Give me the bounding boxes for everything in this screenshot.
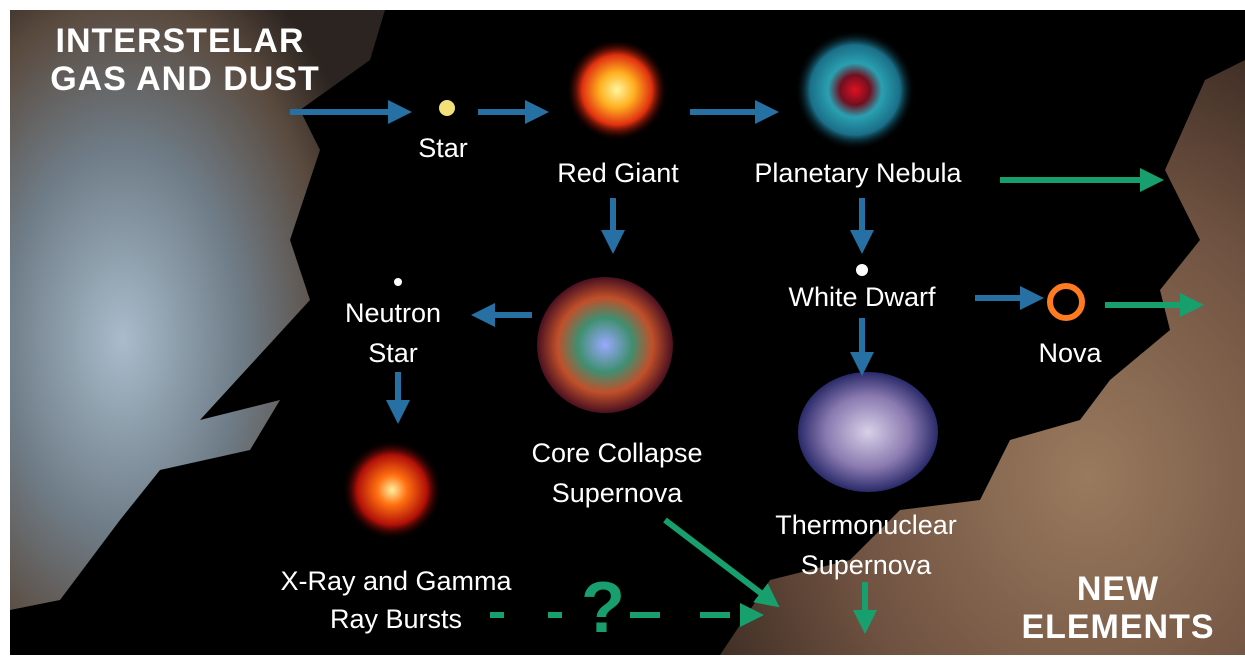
footer-line: NEW	[1077, 570, 1159, 608]
node-label: Nova	[1038, 338, 1102, 368]
node-label: Planetary Nebula	[754, 158, 962, 188]
thermonuclear-icon	[798, 372, 938, 492]
node-label: White Dwarf	[788, 282, 936, 312]
header-line: GAS AND DUST	[50, 60, 320, 98]
gamma-burst-icon	[342, 440, 442, 540]
diagram: INTERSTELAR GAS AND DUST Star Red Giant …	[0, 0, 1245, 658]
star-icon	[439, 100, 455, 116]
node-label: Supernova	[552, 478, 684, 508]
header-line: INTERSTELAR	[56, 22, 305, 60]
node-label: X-Ray and Gamma	[280, 566, 512, 596]
footer-line: ELEMENTS	[1021, 608, 1214, 646]
node-label: Thermonuclear	[775, 510, 957, 540]
node-label: Supernova	[801, 550, 933, 580]
red-giant-icon	[567, 40, 667, 140]
core-collapse-icon	[537, 277, 673, 413]
node-label: Ray Bursts	[330, 604, 462, 634]
node-label: Red Giant	[557, 158, 679, 188]
white-dwarf-icon	[856, 264, 868, 276]
node-label: Star	[368, 338, 418, 368]
node-label: Neutron	[345, 298, 441, 328]
node-label: Core Collapse	[531, 438, 702, 468]
node-label: Star	[418, 133, 468, 163]
question-mark: ?	[581, 568, 625, 648]
planetary-nebula-icon	[795, 30, 915, 150]
neutron-star-icon	[394, 278, 402, 286]
